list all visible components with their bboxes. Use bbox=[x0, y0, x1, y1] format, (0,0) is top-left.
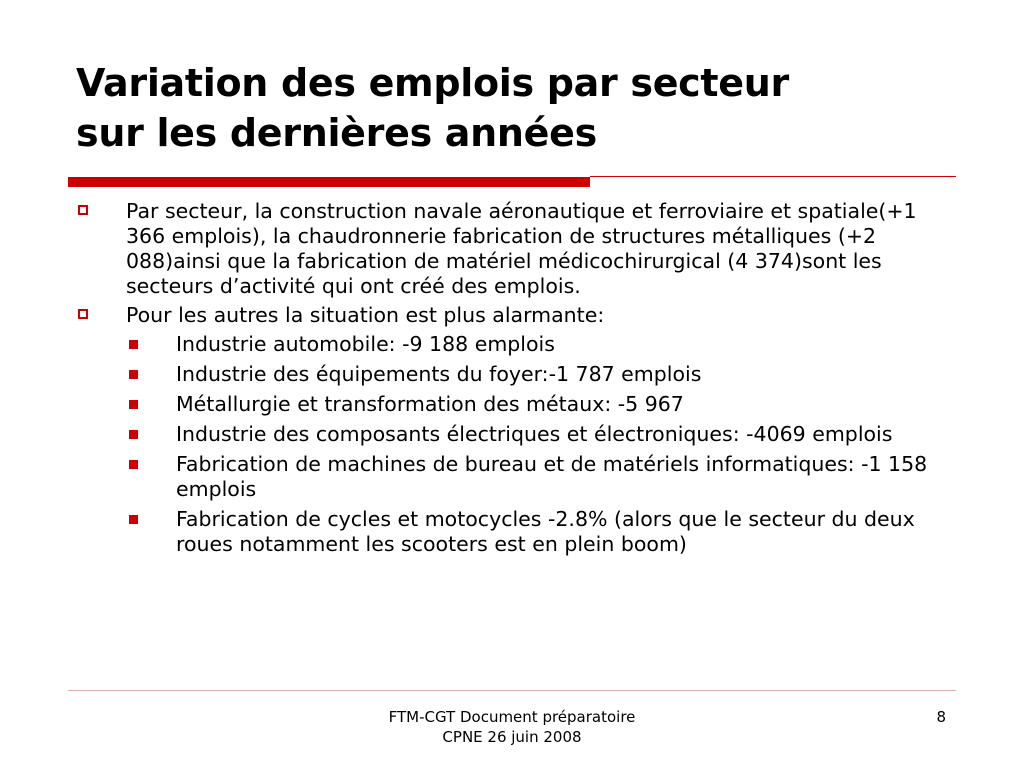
bullet-text: Par secteur, la construction navale aéro… bbox=[126, 199, 917, 298]
sub-bullet-item: Fabrication de cycles et motocycles -2.8… bbox=[76, 507, 956, 557]
sub-bullet-text: Industrie des équipements du foyer:-1 78… bbox=[176, 362, 702, 386]
bullet-item: Pour les autres la situation est plus al… bbox=[76, 303, 956, 328]
title-underline-thin bbox=[590, 176, 956, 177]
bullet-text: Pour les autres la situation est plus al… bbox=[126, 303, 605, 327]
hollow-square-bullet-icon bbox=[78, 205, 88, 215]
hollow-square-bullet-icon bbox=[78, 309, 88, 319]
sub-bullet-text: Métallurgie et transformation des métaux… bbox=[176, 392, 684, 416]
filled-square-bullet-icon bbox=[129, 515, 138, 524]
footer-line-2: CPNE 26 juin 2008 bbox=[442, 728, 582, 746]
sub-bullet-text: Fabrication de machines de bureau et de … bbox=[176, 452, 928, 501]
filled-square-bullet-icon bbox=[129, 430, 138, 439]
sub-bullet-text: Industrie automobile: -9 188 emplois bbox=[176, 332, 555, 356]
footer-line-1: FTM-CGT Document préparatoire bbox=[388, 708, 636, 726]
slide-title-line-1: Variation des emplois par secteur bbox=[76, 61, 789, 105]
filled-square-bullet-icon bbox=[129, 370, 138, 379]
sub-bullet-text: Fabrication de cycles et motocycles -2.8… bbox=[176, 507, 915, 556]
sub-bullet-text: Industrie des composants électriques et … bbox=[176, 422, 893, 446]
sub-bullet-item: Industrie automobile: -9 188 emplois bbox=[76, 332, 956, 357]
sub-bullet-item: Fabrication de machines de bureau et de … bbox=[76, 452, 956, 502]
footer-caption: FTM-CGT Document préparatoire CPNE 26 ju… bbox=[312, 707, 712, 747]
footer-divider bbox=[68, 690, 956, 691]
bullet-list: Par secteur, la construction navale aéro… bbox=[76, 199, 956, 562]
title-underline-thick bbox=[68, 177, 590, 187]
sub-bullet-item: Industrie des équipements du foyer:-1 78… bbox=[76, 362, 956, 387]
sub-bullet-item: Métallurgie et transformation des métaux… bbox=[76, 392, 956, 417]
page-number: 8 bbox=[936, 708, 946, 726]
sub-bullet-item: Industrie des composants électriques et … bbox=[76, 422, 956, 447]
filled-square-bullet-icon bbox=[129, 340, 138, 349]
slide-title-line-2: sur les dernières années bbox=[76, 111, 597, 155]
filled-square-bullet-icon bbox=[129, 460, 138, 469]
slide-title: Variation des emplois par secteur sur le… bbox=[76, 58, 976, 158]
bullet-item: Par secteur, la construction navale aéro… bbox=[76, 199, 956, 299]
filled-square-bullet-icon bbox=[129, 400, 138, 409]
